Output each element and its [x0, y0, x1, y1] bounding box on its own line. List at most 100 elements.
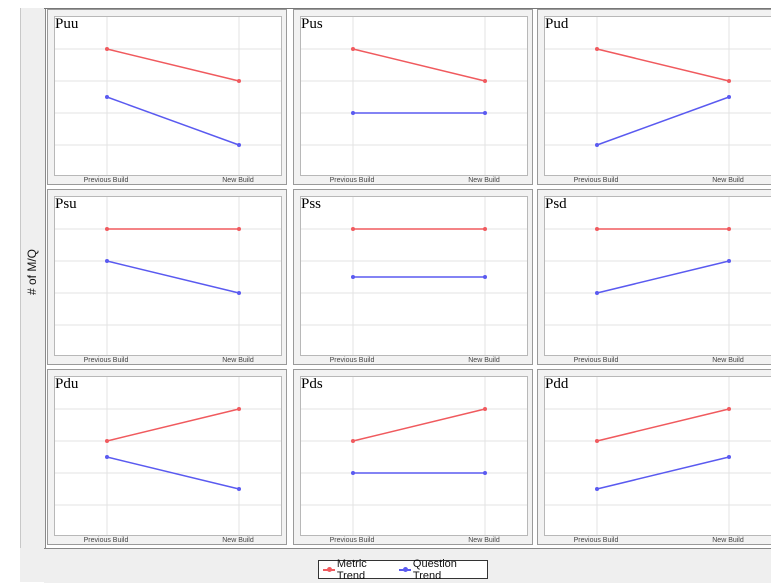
series-line-metric-trend	[596, 408, 730, 442]
legend-swatch-metric	[323, 566, 335, 572]
x-tick-label-previous-build: Previous Build	[573, 357, 619, 364]
data-point-question-trend-new-build	[727, 455, 731, 459]
plot-svg	[55, 197, 281, 355]
data-point-question-trend-previous-build	[105, 259, 109, 263]
plot-area: Pud	[544, 16, 771, 176]
legend-label-question: Question Trend	[412, 557, 457, 582]
plot-area: Pds	[300, 376, 528, 536]
x-tick-label-previous-build: Previous Build	[83, 177, 129, 184]
data-point-question-trend-previous-build	[351, 111, 355, 115]
data-point-question-trend-previous-build	[351, 471, 355, 475]
data-point-question-trend-new-build	[727, 95, 731, 99]
plot-svg	[301, 17, 527, 175]
plot-area: Pss	[300, 196, 528, 356]
data-point-question-trend-new-build	[237, 291, 241, 295]
chart-panel-pus: Pus Previous Build New Build	[293, 9, 533, 185]
data-point-metric-trend-new-build	[727, 227, 731, 231]
legend: Metric Trend Question Trend	[318, 558, 488, 582]
plot-svg	[301, 197, 527, 355]
x-tick-label-new-build: New Build	[222, 357, 254, 364]
series-line-question-trend	[596, 96, 730, 146]
data-point-question-trend-new-build	[237, 487, 241, 491]
series-line-question-trend	[596, 260, 730, 294]
data-point-metric-trend-previous-build	[105, 439, 109, 443]
legend-item-metric: Metric Trend	[323, 558, 397, 582]
data-point-question-trend-previous-build	[595, 291, 599, 295]
data-point-metric-trend-previous-build	[351, 439, 355, 443]
data-point-question-trend-new-build	[483, 471, 487, 475]
series-line-question-trend	[106, 456, 240, 490]
panel-title: Psu	[55, 196, 77, 212]
data-point-metric-trend-previous-build	[351, 47, 355, 51]
plot-svg	[545, 17, 771, 175]
series-line-metric-trend	[106, 48, 240, 82]
plot-svg	[55, 377, 281, 535]
y-axis-label: # of M/Q	[25, 248, 39, 296]
panel-title: Pus	[301, 16, 323, 32]
plot-area: Pus	[300, 16, 528, 176]
legend-label-metric: Metric Trend	[336, 557, 367, 582]
data-point-question-trend-new-build	[483, 275, 487, 279]
data-point-metric-trend-previous-build	[105, 47, 109, 51]
legend-swatch-question	[399, 566, 411, 572]
plot-area: Psd	[544, 196, 771, 356]
x-tick-label-new-build: New Build	[222, 177, 254, 184]
x-tick-label-previous-build: Previous Build	[573, 177, 619, 184]
x-tick-label-new-build: New Build	[712, 537, 744, 544]
data-point-metric-trend-previous-build	[351, 227, 355, 231]
series-line-question-trend	[106, 260, 240, 294]
panel-title: Pss	[301, 196, 322, 212]
data-point-metric-trend-new-build	[727, 79, 731, 83]
data-point-metric-trend-new-build	[237, 407, 241, 411]
x-tick-label-new-build: New Build	[468, 537, 500, 544]
data-point-metric-trend-previous-build	[595, 47, 599, 51]
data-point-question-trend-previous-build	[105, 455, 109, 459]
legend-item-question: Question Trend	[399, 558, 487, 582]
data-point-metric-trend-new-build	[483, 79, 487, 83]
x-tick-label-previous-build: Previous Build	[83, 537, 129, 544]
series-line-metric-trend	[596, 48, 730, 82]
panel-title: Pdu	[55, 376, 79, 392]
data-point-question-trend-previous-build	[351, 275, 355, 279]
chart-panel-pud: Pud Previous Build New Build	[537, 9, 771, 185]
plot-svg	[301, 377, 527, 535]
x-tick-label-previous-build: Previous Build	[329, 357, 375, 364]
plot-area: Pdd	[544, 376, 771, 536]
plot-area: Pdu	[54, 376, 282, 536]
panel-title: Psd	[545, 196, 567, 212]
panel-title: Pdd	[545, 376, 569, 392]
plot-area: Psu	[54, 196, 282, 356]
x-tick-label-new-build: New Build	[468, 357, 500, 364]
x-tick-label-previous-build: Previous Build	[329, 537, 375, 544]
data-point-metric-trend-new-build	[237, 79, 241, 83]
data-point-metric-trend-new-build	[483, 227, 487, 231]
x-tick-label-new-build: New Build	[468, 177, 500, 184]
plot-svg	[545, 377, 771, 535]
x-tick-label-previous-build: Previous Build	[83, 357, 129, 364]
series-line-metric-trend	[352, 408, 486, 442]
data-point-question-trend-previous-build	[595, 143, 599, 147]
panel-grid-top-border	[44, 8, 771, 9]
series-line-question-trend	[106, 96, 240, 146]
data-point-metric-trend-previous-build	[595, 227, 599, 231]
series-line-metric-trend	[352, 48, 486, 82]
x-tick-label-new-build: New Build	[712, 357, 744, 364]
plot-svg	[55, 17, 281, 175]
plot-svg	[545, 197, 771, 355]
x-tick-label-previous-build: Previous Build	[329, 177, 375, 184]
x-tick-label-new-build: New Build	[222, 537, 254, 544]
chart-panel-pds: Pds Previous Build New Build	[293, 369, 533, 545]
series-line-metric-trend	[106, 408, 240, 442]
x-tick-label-previous-build: Previous Build	[573, 537, 619, 544]
panel-title: Pds	[301, 376, 323, 392]
data-point-question-trend-new-build	[727, 259, 731, 263]
data-point-question-trend-previous-build	[105, 95, 109, 99]
bottom-left-corner	[20, 548, 44, 582]
series-line-question-trend	[596, 456, 730, 490]
chart-panel-psu: Psu Previous Build New Build	[47, 189, 287, 365]
panel-title: Puu	[55, 16, 79, 32]
data-point-metric-trend-previous-build	[595, 439, 599, 443]
data-point-question-trend-previous-build	[595, 487, 599, 491]
data-point-question-trend-new-build	[237, 143, 241, 147]
